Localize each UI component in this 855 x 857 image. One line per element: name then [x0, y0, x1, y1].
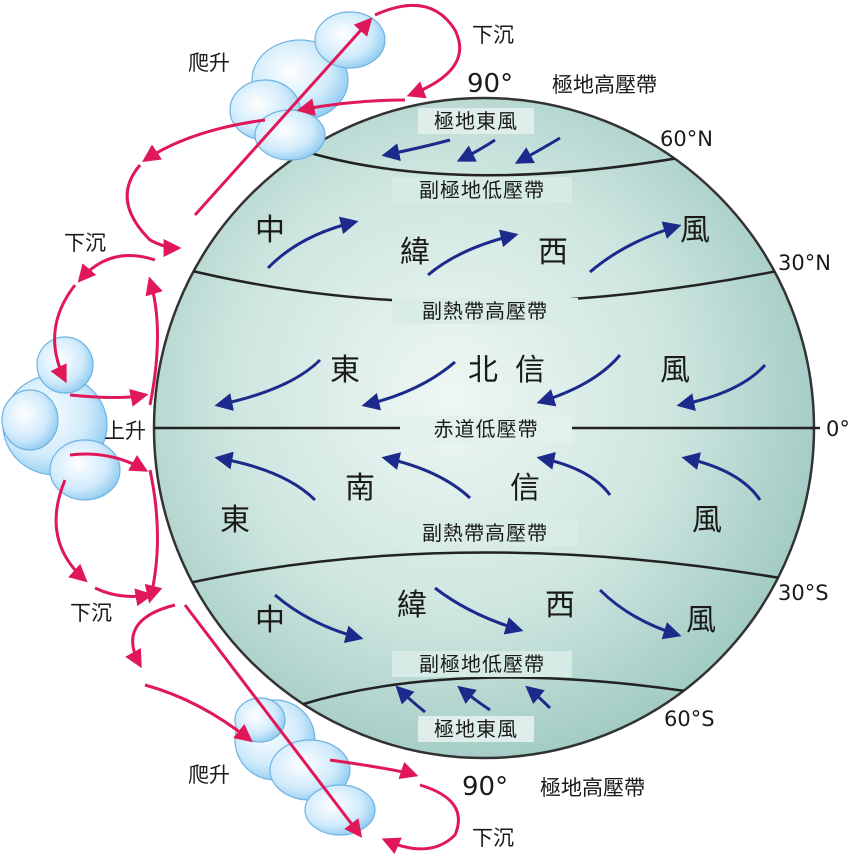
latitude-labels: 90° 60°N 30°N 0° 30°S 60°S 90°	[462, 69, 850, 802]
nw-char-1: 中	[255, 213, 285, 248]
wind-arrow	[536, 452, 612, 496]
nw-char-3: 西	[538, 235, 568, 270]
circulation-arrow	[125, 164, 182, 257]
circulation-arrow	[374, 3, 462, 99]
wind-arrow	[214, 358, 322, 411]
lat-label-60s: 60°S	[664, 707, 715, 731]
wind-arrows	[214, 136, 767, 714]
ne-char-1: 東	[330, 353, 360, 388]
belt-equatorial-low: 赤道低壓帶	[434, 417, 539, 441]
circulation-arrow	[50, 284, 77, 384]
belt-subtropical-high-south: 副熱帶高壓帶	[422, 521, 548, 545]
belt-subtropical-high-north: 副熱帶高壓帶	[422, 299, 548, 323]
nw-char-4: 風	[680, 213, 710, 248]
belt-polar-high-top: 極地高壓帶	[552, 73, 657, 97]
belt-polar-high-bottom: 極地高壓帶	[540, 776, 645, 800]
belt-labels: 極地東風 副極地低壓帶 副熱帶高壓帶 赤道低壓帶 副熱帶高壓帶 副極地低壓帶 極…	[392, 73, 657, 800]
circulation-arrows	[50, 3, 462, 855]
circulation-arrow	[183, 604, 363, 838]
belt-polar-easterlies-north: 極地東風	[434, 109, 518, 133]
label-sink-bottom: 下沉	[472, 826, 514, 850]
wind-arrow	[381, 138, 451, 162]
belt-subpolar-low-south: 副極地低壓帶	[419, 652, 545, 676]
circulation-arrow	[142, 118, 266, 162]
wind-arrow	[676, 364, 767, 411]
wind-arrow	[457, 685, 491, 712]
se-char-1: 東	[220, 503, 250, 538]
circulation-arrow	[77, 254, 156, 283]
se-char-4: 風	[692, 503, 722, 538]
wind-names: 中 緯 西 風 東 北 信 風 東 南 信 風 中 緯 西 風	[220, 213, 722, 638]
label-rise-top: 爬升	[188, 51, 230, 75]
lat-line-30s	[179, 551, 814, 587]
sw-char-3: 西	[545, 588, 575, 623]
circulation-arrow	[144, 683, 253, 743]
wind-arrow	[514, 136, 561, 164]
cloud-equator	[1, 336, 121, 501]
belt-polar-easterlies-south: 極地東風	[434, 717, 518, 741]
ne-char-3: 信	[515, 353, 545, 388]
lat-label-30n: 30°N	[778, 251, 831, 275]
sw-char-2: 緯	[397, 588, 427, 623]
wind-arrow	[381, 452, 472, 500]
lat-label-60n: 60°N	[660, 127, 713, 151]
circulation-arrow	[381, 783, 460, 855]
circulation-arrow	[69, 452, 149, 472]
side-labels: 爬升 下沉 下沉 上升 下沉 爬升 下沉	[64, 23, 514, 850]
wind-arrow	[274, 593, 364, 644]
lat-label-0: 0°	[826, 417, 850, 441]
wind-arrow	[395, 685, 426, 714]
wind-arrow	[427, 229, 519, 277]
label-rise-bottom: 爬升	[188, 763, 230, 787]
circulation-arrow	[296, 98, 406, 117]
sw-char-4: 風	[686, 603, 716, 638]
wind-arrow	[681, 452, 762, 501]
circulation-arrow	[94, 586, 154, 607]
wind-arrow	[589, 221, 682, 274]
se-char-2: 南	[345, 471, 375, 506]
circulation-arrow	[125, 603, 176, 669]
belt-subpolar-low-north: 副極地低壓帶	[419, 178, 545, 202]
lat-label-90-bottom: 90°	[462, 772, 508, 802]
label-sink-lower-left: 下沉	[70, 601, 112, 625]
circulation-arrow	[54, 479, 88, 583]
circulation-arrow	[193, 17, 373, 217]
cloud-bottom	[234, 697, 376, 836]
lat-label-30s: 30°S	[778, 581, 829, 605]
wind-arrow	[536, 354, 622, 407]
ne-char-2: 北	[468, 353, 498, 388]
wind-arrow	[434, 586, 524, 635]
label-sink-upper-left: 下沉	[64, 231, 106, 255]
wind-arrow	[266, 216, 359, 270]
wind-arrow	[598, 588, 682, 640]
cloud-top	[229, 11, 386, 161]
wind-arrow	[361, 360, 456, 411]
ne-char-4: 風	[660, 353, 690, 388]
nw-char-2: 緯	[400, 235, 430, 270]
circulation-arrow	[329, 758, 419, 779]
circulation-arrow	[144, 469, 163, 604]
wind-arrow	[456, 138, 496, 162]
label-sink-top: 下沉	[472, 23, 514, 47]
wind-arrow	[525, 685, 552, 710]
label-rise-equator: 上升	[104, 419, 146, 443]
sw-char-1: 中	[255, 603, 285, 638]
se-char-3: 信	[510, 471, 540, 506]
wind-arrow	[214, 451, 317, 502]
circulation-arrow	[69, 388, 149, 407]
lat-label-90-top: 90°	[467, 69, 513, 99]
circulation-arrow	[145, 276, 163, 406]
